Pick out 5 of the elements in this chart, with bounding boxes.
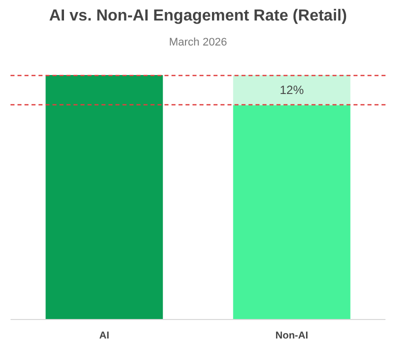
chart-subtitle: March 2026	[168, 36, 228, 48]
x-tick-label: Non-AI	[275, 330, 308, 342]
annotation: 12%	[280, 83, 304, 98]
chart-title: AI vs. Non-AI Engagement Rate (Retail)	[49, 8, 347, 24]
x-tick-label: AI	[99, 330, 110, 342]
